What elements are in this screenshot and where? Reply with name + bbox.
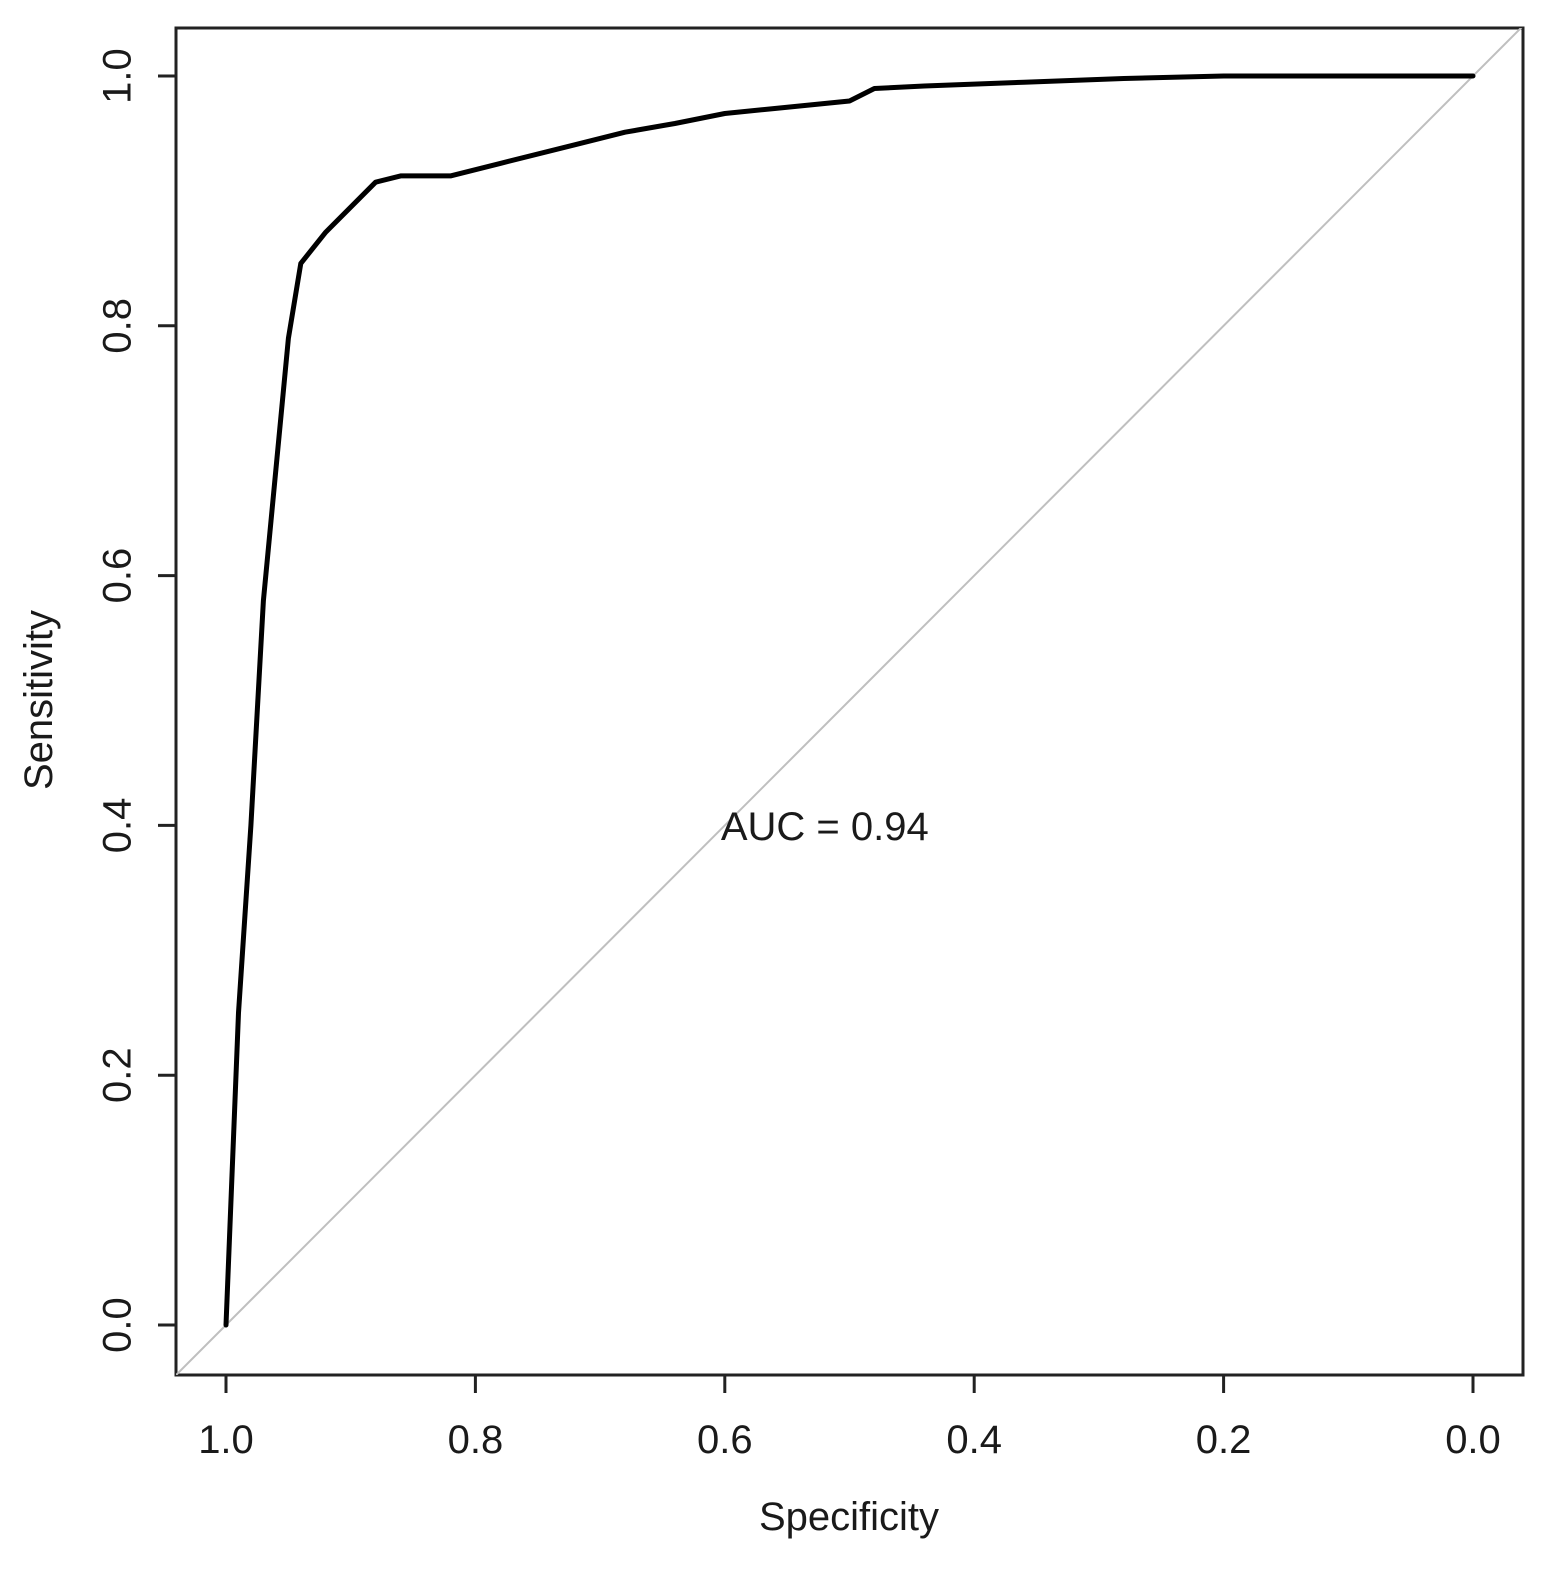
y-axis: 0.0 0.2 0.4 0.6 0.8 1.0 [96, 48, 176, 1353]
x-tick-label: 0.8 [448, 1418, 504, 1462]
y-tick-label: 0.0 [96, 1297, 140, 1353]
y-tick-label: 0.4 [96, 798, 140, 854]
reference-diagonal-line [176, 28, 1523, 1375]
x-axis-label: Specificity [759, 1495, 939, 1539]
plot-area [176, 28, 1523, 1375]
roc-curve-line [223, 73, 1476, 1328]
x-tick-label: 0.0 [1445, 1418, 1501, 1462]
y-axis-label: Sensitivity [17, 610, 61, 790]
x-tick-label: 1.0 [198, 1418, 254, 1462]
y-tick-label: 0.6 [96, 548, 140, 604]
auc-annotation: AUC = 0.94 [721, 805, 929, 849]
x-tick-label: 0.2 [1196, 1418, 1252, 1462]
y-tick-label: 0.8 [96, 298, 140, 354]
x-tick-label: 0.6 [697, 1418, 753, 1462]
plot-frame [174, 26, 1525, 1377]
x-axis: 1.0 0.8 0.6 0.4 0.2 0.0 [198, 1375, 1501, 1462]
y-tick-label: 0.2 [96, 1047, 140, 1103]
y-tick-label: 1.0 [96, 48, 140, 104]
x-tick-label: 0.4 [946, 1418, 1002, 1462]
